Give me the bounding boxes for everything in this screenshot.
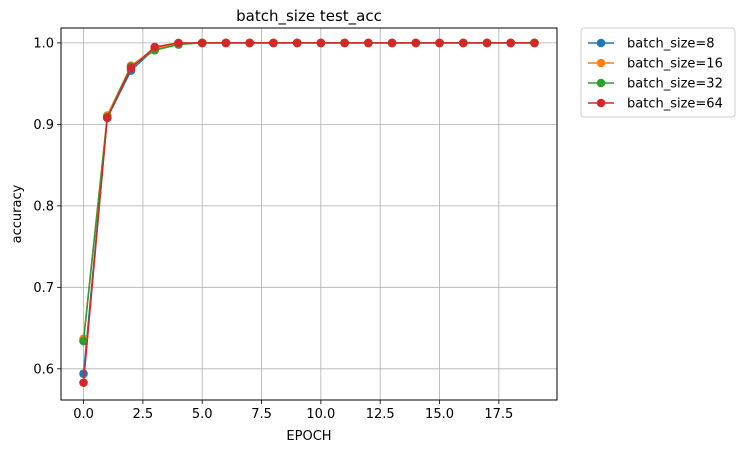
legend-label: batch_size=16 xyxy=(627,57,723,72)
data-point xyxy=(102,113,112,123)
data-point xyxy=(79,378,88,387)
data-point xyxy=(79,336,88,346)
data-point xyxy=(387,38,397,48)
data-point xyxy=(364,38,373,48)
series-line xyxy=(82,42,535,374)
data-point xyxy=(79,369,88,378)
chart-title: batch_size test_acc xyxy=(236,7,382,26)
data-point xyxy=(292,38,302,48)
x-tick-label: 17.5 xyxy=(484,407,513,422)
data-point xyxy=(482,38,492,48)
x-tick-label: 2.5 xyxy=(133,407,154,422)
data-point xyxy=(269,38,278,48)
data-point xyxy=(458,38,468,48)
y-tick-label: 0.8 xyxy=(33,199,54,214)
y-tick-label: 0.9 xyxy=(33,118,54,133)
data-point xyxy=(126,63,136,73)
series-line xyxy=(82,42,535,342)
data-point xyxy=(530,38,539,48)
data-point xyxy=(316,38,326,48)
data-point xyxy=(245,38,254,48)
data-point xyxy=(340,38,349,48)
legend-label: batch_size=64 xyxy=(627,97,723,112)
x-tick-label: 5.0 xyxy=(192,407,213,422)
legend-marker xyxy=(596,98,606,108)
y-tick-label: 0.7 xyxy=(33,281,54,296)
x-axis-label: EPOCH xyxy=(286,429,331,444)
legend-frame xyxy=(580,27,736,118)
y-tick-label: 1.0 xyxy=(33,36,54,51)
series-line xyxy=(82,42,535,339)
series-line xyxy=(82,42,535,383)
data-point xyxy=(197,38,207,48)
series-batch-size-32 xyxy=(79,38,539,346)
x-tick-label: 7.5 xyxy=(251,407,272,422)
data-point xyxy=(150,42,160,52)
legend-marker xyxy=(596,58,606,68)
grid-lines xyxy=(61,28,557,400)
series-batch-size-8 xyxy=(79,38,539,378)
data-point xyxy=(411,38,421,48)
series-batch-size-64 xyxy=(79,38,539,387)
series-layer xyxy=(79,38,539,387)
legend-label: batch_size=32 xyxy=(627,77,723,92)
x-tick-label: 15.0 xyxy=(425,407,454,422)
axis-ticks: 0.0 2.5 5.0 7.5 10.0 12.5 15.0 17.5 0.6 0.7 0.8 0.9… xyxy=(33,36,513,422)
plot-area xyxy=(60,27,558,401)
legend: batch_size=8 batch_size=16 batch_size=32ba… xyxy=(580,27,736,118)
legend-marker xyxy=(596,38,606,48)
data-point xyxy=(506,38,516,48)
x-tick-label: 10.0 xyxy=(306,407,335,422)
data-point xyxy=(174,38,183,48)
data-point xyxy=(435,38,444,48)
x-tick-label: 0.0 xyxy=(73,407,94,422)
x-tick-label: 12.5 xyxy=(366,407,395,422)
legend-marker xyxy=(596,78,606,88)
legend-label: batch_size=8 xyxy=(627,37,715,52)
data-point xyxy=(221,38,231,48)
y-axis-label: accuracy xyxy=(10,184,25,243)
series-batch-size-16 xyxy=(79,38,539,343)
y-tick-label: 0.6 xyxy=(33,362,54,377)
